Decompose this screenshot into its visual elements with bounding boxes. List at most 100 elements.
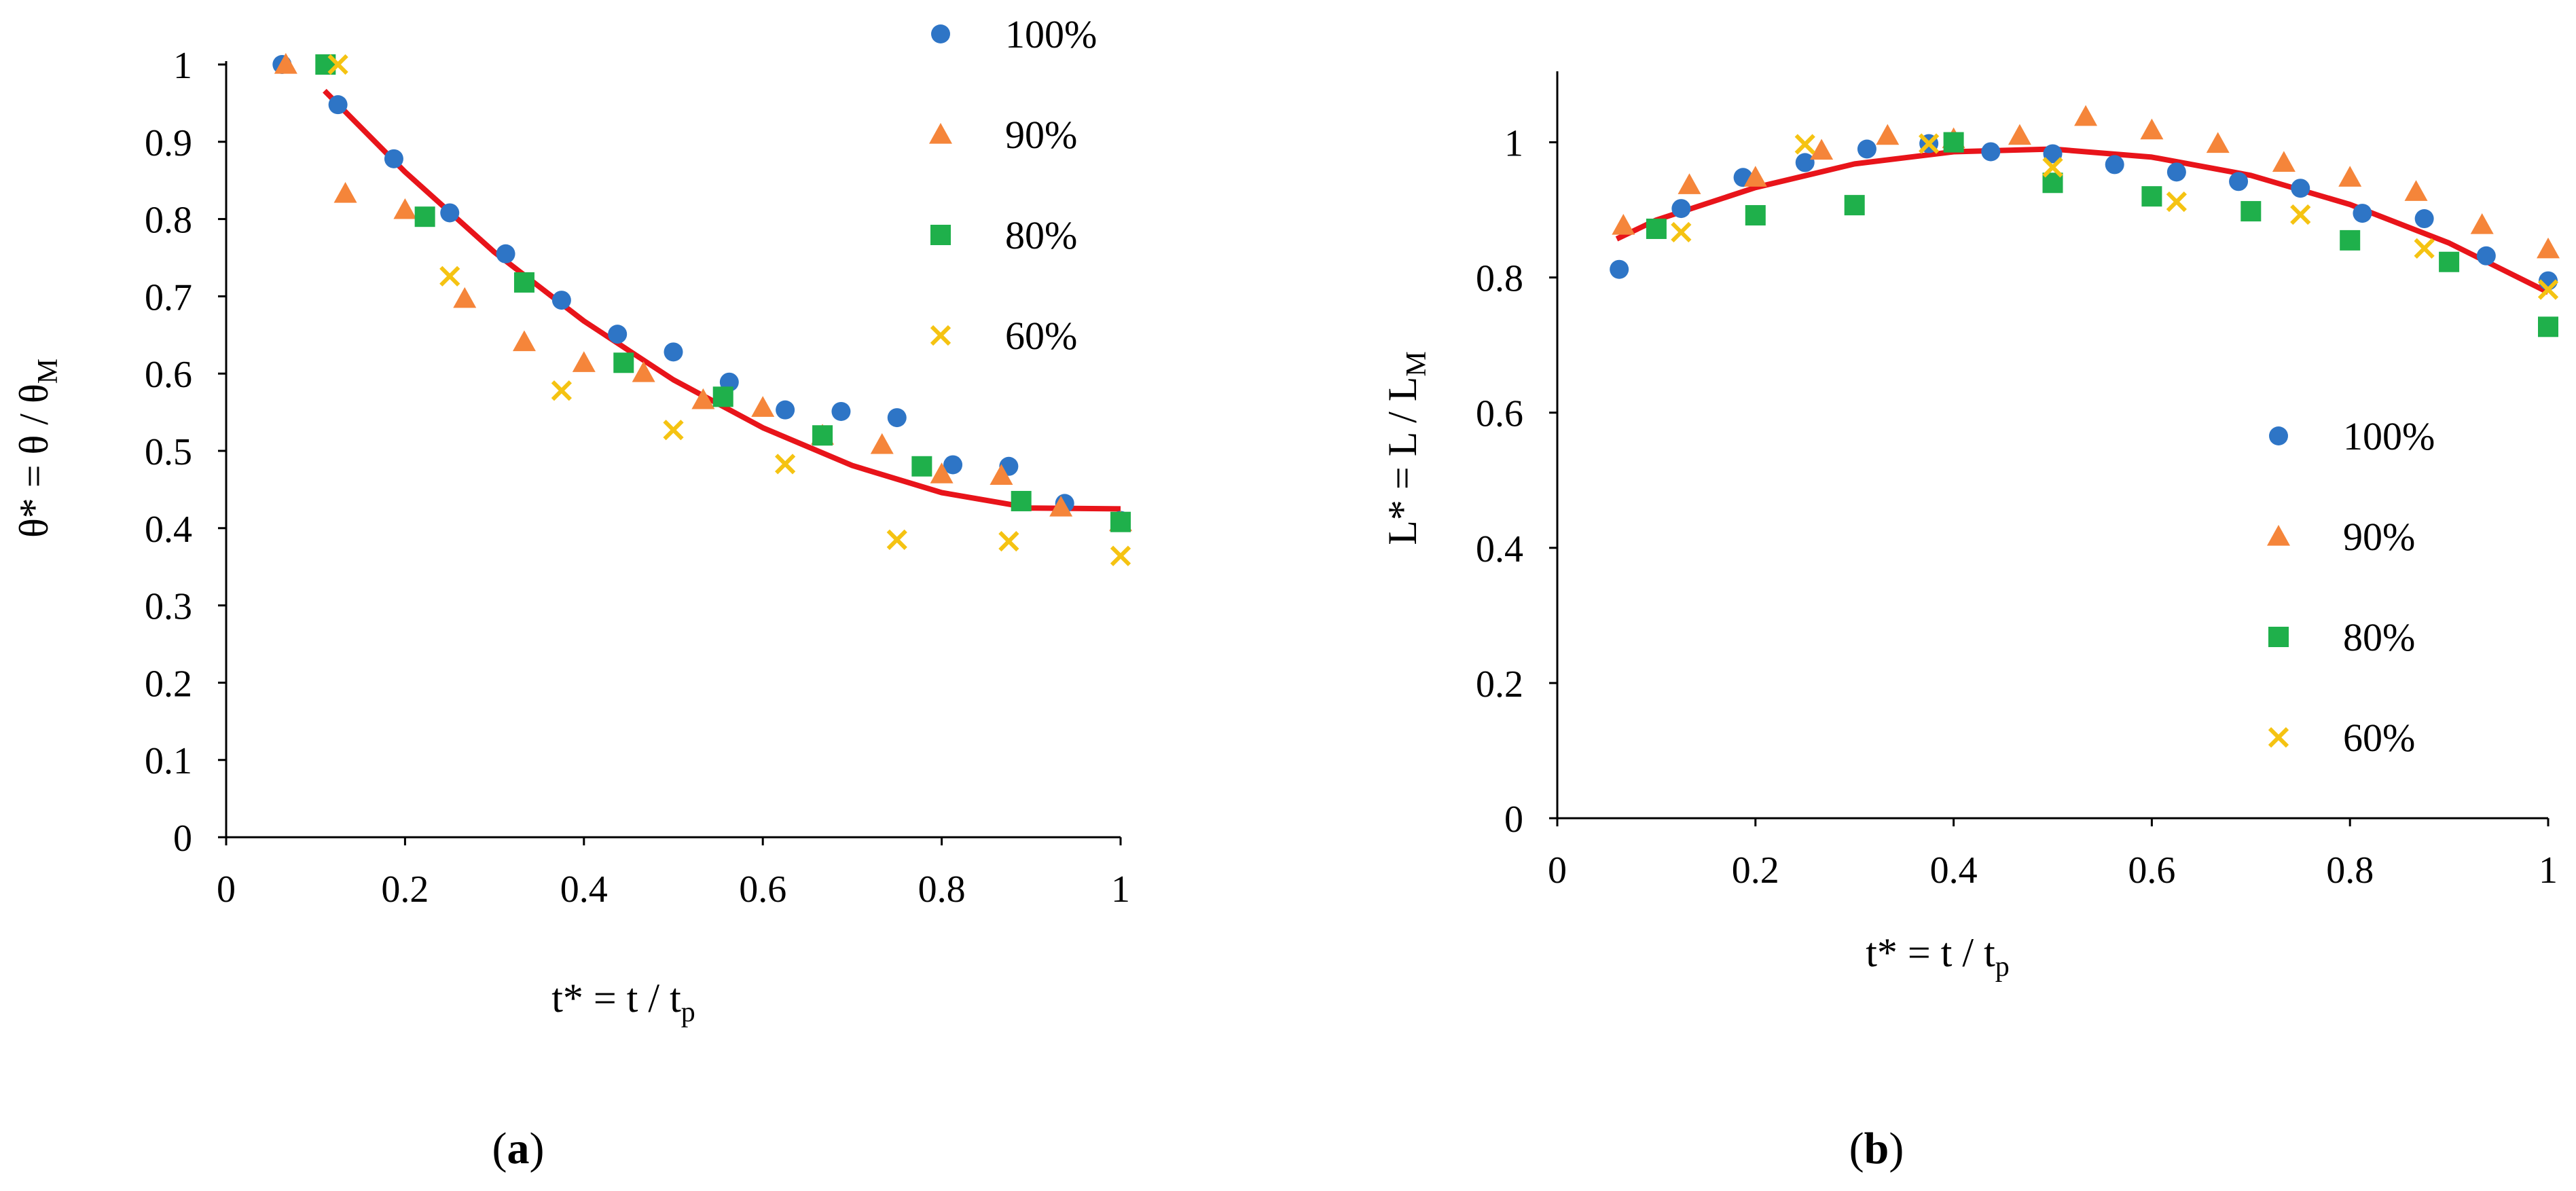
- legend-marker-90pct: [2267, 525, 2290, 546]
- legend-marker-90pct: [929, 123, 952, 144]
- x-tick-label-b: 0.2: [1732, 849, 1779, 892]
- data-point: [1011, 490, 1032, 511]
- data-point: [512, 330, 536, 352]
- series-b-60pct: [1671, 133, 2559, 300]
- data-point: [632, 361, 655, 382]
- y-tick-label-b: 1: [1504, 123, 1523, 165]
- y-axis-label-b-sub: M: [1401, 351, 1432, 376]
- data-point: [2241, 201, 2262, 222]
- data-point: [513, 272, 534, 293]
- x-tick-label-b: 0.8: [2326, 849, 2374, 892]
- y-tick-label-a: 0.3: [145, 586, 192, 628]
- data-point: [691, 388, 715, 409]
- data-point: [613, 352, 634, 373]
- data-point: [712, 386, 733, 407]
- y-tick-label-b: 0.2: [1476, 663, 1523, 706]
- x-tick-label-a: 1: [1111, 868, 1130, 911]
- data-point: [414, 206, 435, 227]
- data-point: [663, 420, 684, 441]
- data-point: [886, 529, 907, 550]
- y-axis-label-a-text: θ* = θ / θ: [12, 384, 56, 538]
- data-point: [551, 291, 571, 310]
- data-point: [1612, 213, 1635, 235]
- data-point: [776, 400, 795, 420]
- legend-label-90pct: 90%: [2343, 515, 2415, 559]
- x-tick-label-a: 0: [217, 868, 236, 911]
- y-tick-label-a: 0.9: [145, 122, 192, 164]
- x-axis-label-b: t* = t / tp: [1866, 930, 2010, 983]
- data-point: [496, 244, 515, 263]
- data-point: [2470, 213, 2494, 234]
- x-axis-label-a-text: t* = t / t: [551, 976, 681, 1021]
- panel-label-a-letter: a: [507, 1124, 530, 1173]
- data-point: [2537, 279, 2559, 300]
- data-point: [887, 408, 907, 428]
- data-point: [2538, 316, 2558, 337]
- data-marks-b: [1610, 105, 2560, 337]
- data-point: [664, 342, 683, 362]
- data-point: [274, 53, 297, 74]
- legend-label-80pct: 80%: [1005, 213, 1077, 257]
- legend-label-100pct: 100%: [2343, 414, 2435, 458]
- x-axis-label-b-text: t* = t / t: [1866, 930, 1995, 975]
- data-point: [2404, 180, 2428, 201]
- data-point: [453, 287, 477, 308]
- y-tick-label-a: 0.5: [145, 431, 192, 473]
- data-point: [2414, 209, 2434, 229]
- y-axis-label-b-text: L* = L / L: [1380, 377, 1425, 545]
- y-tick-label-b: 0.8: [1476, 258, 1523, 300]
- data-point: [439, 265, 460, 287]
- y-tick-label-a: 0.4: [145, 509, 192, 551]
- series-b-100pct: [1610, 134, 2558, 291]
- fit-curve-a: [323, 88, 1121, 512]
- data-point: [812, 425, 833, 446]
- data-point: [943, 455, 963, 475]
- series-b-80pct: [1646, 132, 2558, 337]
- legend-marker-80pct: [930, 225, 951, 245]
- axes-a: 0 0.2 0.4 0.6 0.8 1 0 0.1 0.2 0.3 0.4 0.5 0.6 0.7 0.8 0…: [145, 45, 1130, 911]
- y-tick-label-a: 0.8: [145, 200, 192, 242]
- data-point: [572, 351, 596, 372]
- chart-panel-a: 0 0.2 0.4 0.6 0.8 1 0 0.1 0.2 0.3 0.4 0.5 0.6 0.7 0.8 0…: [12, 12, 1132, 1173]
- data-point: [998, 531, 1019, 552]
- chart-panel-b: 0 0.2 0.4 0.6 0.8 1 0 0.2 0.4 0.6 0.8 1 100% 90% 80% 6…: [1380, 71, 2560, 1173]
- legend-label-90pct: 90%: [1005, 113, 1077, 157]
- data-point: [870, 433, 894, 454]
- data-point: [1981, 142, 2001, 162]
- x-tick-label-b: 1: [2539, 849, 2558, 892]
- data-point: [333, 182, 357, 203]
- data-point: [1919, 133, 1940, 154]
- data-point: [2105, 155, 2124, 175]
- data-point: [1610, 259, 1629, 279]
- data-point: [2537, 237, 2560, 259]
- legend-label-60pct: 60%: [1005, 314, 1077, 358]
- panel-label-a: (a): [492, 1124, 545, 1173]
- data-point: [1743, 166, 1767, 187]
- x-tick-label-b: 0.6: [2128, 849, 2175, 892]
- x-tick-label-a: 0.8: [918, 868, 966, 911]
- y-tick-label-a: 1: [173, 45, 192, 87]
- data-point: [2353, 204, 2372, 223]
- panel-label-b-letter: b: [1864, 1124, 1889, 1173]
- data-point: [2074, 105, 2098, 126]
- series-a-60pct: [327, 54, 1131, 566]
- data-point: [2042, 157, 2063, 178]
- data-point: [393, 198, 417, 219]
- data-point: [1794, 134, 1815, 155]
- data-point: [2290, 204, 2311, 225]
- data-point: [1049, 496, 1073, 517]
- x-tick-label-b: 0.4: [1930, 849, 1978, 892]
- data-point: [930, 462, 954, 483]
- legend-marker-80pct: [2268, 627, 2289, 647]
- y-axis-label-a: θ* = θ / θM: [12, 359, 64, 538]
- data-marks-a: [272, 53, 1132, 566]
- data-point: [551, 380, 572, 401]
- y-tick-label-a: 0.1: [145, 740, 192, 782]
- y-tick-label-b: 0.6: [1476, 393, 1523, 435]
- data-point: [2166, 191, 2188, 213]
- data-point: [2439, 251, 2460, 272]
- data-point: [2140, 118, 2164, 140]
- data-point: [1857, 139, 1876, 159]
- data-point: [2272, 151, 2296, 172]
